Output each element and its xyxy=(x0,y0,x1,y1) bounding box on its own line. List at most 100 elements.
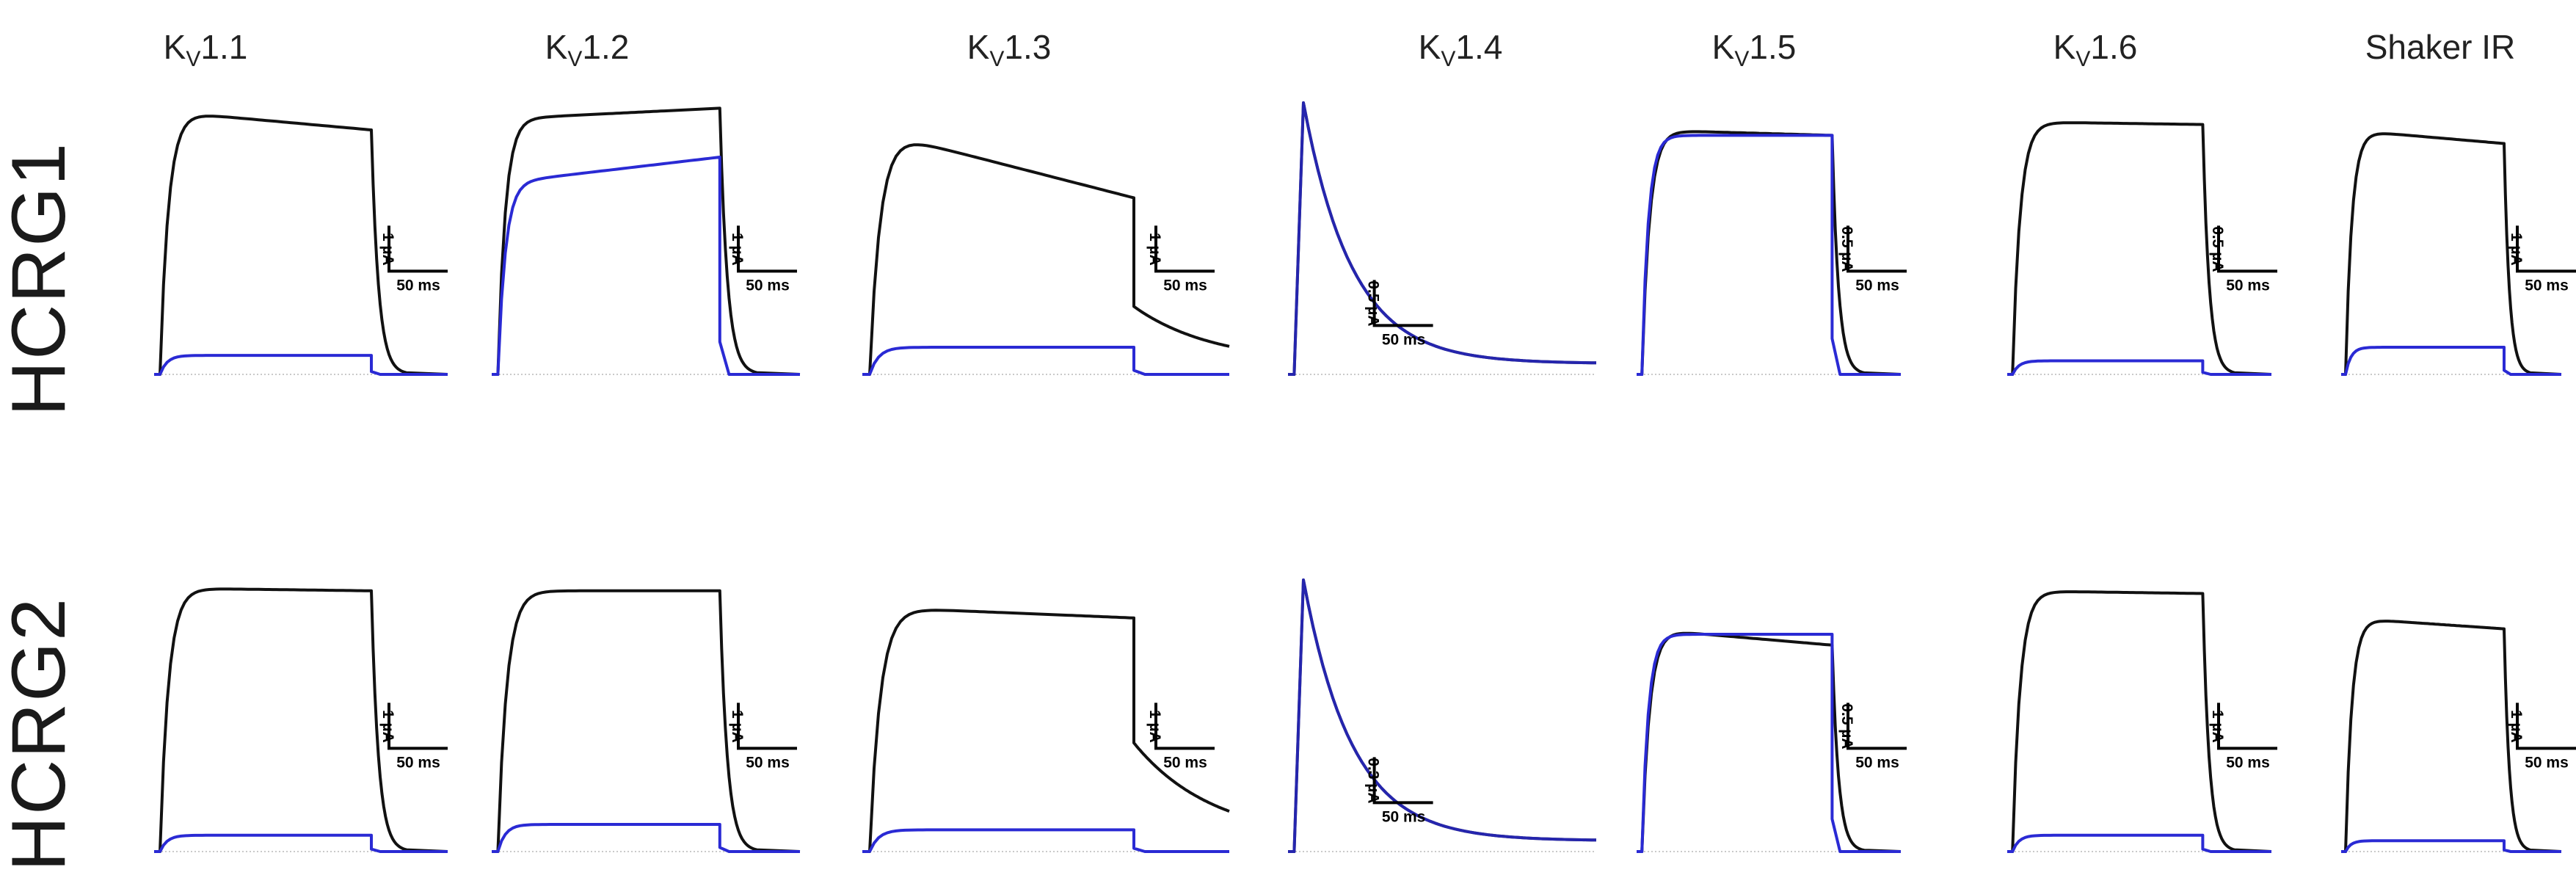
scale-bar-lines xyxy=(1154,225,1215,273)
toxin-trace xyxy=(862,346,1229,376)
scale-time-label: 50 ms xyxy=(746,754,790,771)
column-label: KV1.3 xyxy=(967,28,1052,71)
column-label: KV1.5 xyxy=(1712,28,1797,71)
control-trace xyxy=(2341,132,2562,376)
column-label: KV1.4 xyxy=(1419,28,1503,71)
scale-current-label: 1 µA xyxy=(729,233,746,266)
scale-bar-lines xyxy=(1154,703,1215,750)
scale-current-label: 0.3 µA xyxy=(1365,758,1382,803)
scale-bar-lines xyxy=(2217,703,2277,750)
scale-bar-lines xyxy=(2516,225,2576,273)
scale-time-label: 50 ms xyxy=(396,277,440,294)
scale-bar-lines xyxy=(2516,703,2576,750)
scale-bar-lines xyxy=(737,703,797,750)
control-trace xyxy=(154,587,448,853)
column-label: Shaker IR xyxy=(2365,28,2516,66)
scale-current-label: 0.5 µA xyxy=(1838,226,1855,272)
scale-time-label: 50 ms xyxy=(2226,754,2270,771)
toxin-trace xyxy=(154,833,448,853)
scale-current-label: 1 µA xyxy=(1146,233,1163,266)
scale-current-label: 0.5 µA xyxy=(1838,703,1855,749)
scale-bar-lines xyxy=(1847,703,1907,750)
scale-current-label: 1 µA xyxy=(2508,710,2525,743)
scale-time-label: 50 ms xyxy=(1163,277,1207,294)
row-label-hcrg2: HCRG2 xyxy=(0,597,81,871)
control-trace xyxy=(2007,121,2272,376)
control-trace xyxy=(1637,130,1902,376)
scale-bar-lines xyxy=(737,225,797,273)
toxin-trace xyxy=(2341,346,2561,376)
column-label: KV1.1 xyxy=(164,28,248,71)
column-label: KV1.2 xyxy=(545,28,630,71)
scale-time-label: 50 ms xyxy=(2226,277,2270,294)
scale-bar-lines xyxy=(388,225,448,273)
scale-time-label: 50 ms xyxy=(2525,754,2569,771)
control-trace xyxy=(492,106,801,376)
control-trace xyxy=(1288,578,1597,853)
toxin-trace xyxy=(1637,633,1901,853)
toxin-trace xyxy=(2007,359,2271,376)
scale-current-label: 0.5 µA xyxy=(2209,226,2226,272)
control-trace xyxy=(862,143,1230,376)
scale-current-label: 1 µA xyxy=(1146,710,1163,743)
scale-time-label: 50 ms xyxy=(1855,277,1899,294)
toxin-trace xyxy=(1288,578,1597,853)
scale-bar-lines xyxy=(1372,280,1433,327)
toxin-trace xyxy=(2007,833,2271,853)
control-trace xyxy=(1637,631,1902,853)
scale-time-label: 50 ms xyxy=(1382,331,1426,348)
toxin-trace xyxy=(2341,839,2561,853)
row-label-hcrg1: HCRG1 xyxy=(0,142,81,416)
toxin-trace xyxy=(1637,134,1901,376)
scale-bar-lines xyxy=(1372,757,1433,805)
column-label: KV1.6 xyxy=(2053,28,2138,71)
scale-time-label: 50 ms xyxy=(746,277,790,294)
row-labels: HCRG1 HCRG2 xyxy=(0,142,81,871)
scale-time-label: 50 ms xyxy=(2525,277,2569,294)
scale-current-label: 1 µA xyxy=(2209,710,2226,743)
scale-bar-lines xyxy=(1847,225,1907,273)
toxin-trace xyxy=(1288,101,1597,376)
control-trace xyxy=(1288,101,1597,376)
control-trace xyxy=(492,589,801,853)
control-trace xyxy=(862,609,1230,853)
column-labels: KV1.1 KV1.2 KV1.3 KV1.4 KV1.5 KV1.6 Shaker IR xyxy=(164,28,2516,71)
scale-current-label: 1 µA xyxy=(379,233,396,266)
scale-current-label: 1 µA xyxy=(2508,233,2525,266)
scale-time-label: 50 ms xyxy=(1382,808,1426,825)
scale-time-label: 50 ms xyxy=(1163,754,1207,771)
toxin-trace xyxy=(862,828,1229,853)
scale-bar-lines xyxy=(2217,225,2277,273)
toxin-trace xyxy=(154,354,448,376)
scale-current-label: 0.5 µA xyxy=(1365,280,1382,326)
